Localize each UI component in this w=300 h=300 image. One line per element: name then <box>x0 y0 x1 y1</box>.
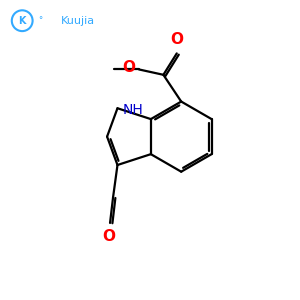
Text: O: O <box>102 230 115 244</box>
Text: Kuujia: Kuujia <box>61 16 95 26</box>
Text: O: O <box>170 32 183 47</box>
Text: °: ° <box>38 16 43 25</box>
Text: NH: NH <box>123 103 144 117</box>
Text: O: O <box>122 61 135 76</box>
Text: K: K <box>18 16 26 26</box>
